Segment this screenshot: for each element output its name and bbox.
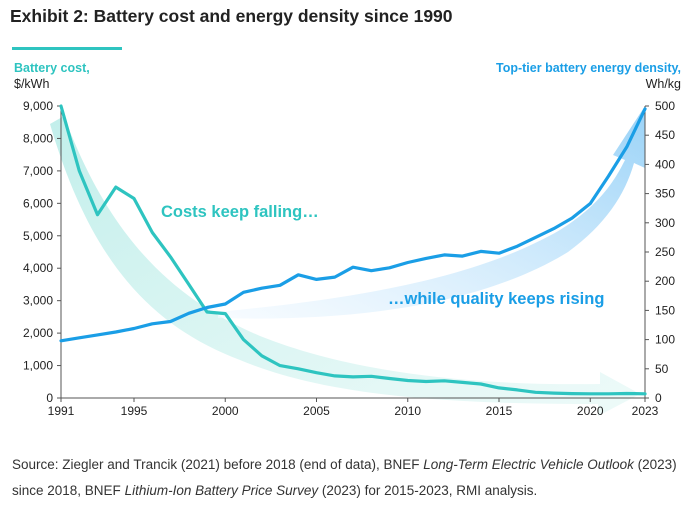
right-tick-label: 150 [655,303,675,317]
left-tick-label: 0 [46,391,53,405]
right-tick-label: 0 [655,391,662,405]
x-tick-label: 1991 [48,404,75,418]
right-tick-label: 300 [655,216,675,230]
annotation-quality-rising: …while quality keeps rising [388,290,604,308]
right-axis-title: Top-tier battery energy density, [496,61,681,75]
source-note: Source: Ziegler and Trancik (2021) befor… [12,452,688,504]
right-tick-label: 100 [655,333,675,347]
left-tick-label: 9,000 [23,99,53,113]
source-text-1: Source: Ziegler and Trancik (2021) befor… [12,457,424,472]
cost-trend-arrow [50,116,640,416]
left-axis-title: Battery cost, [14,61,90,75]
source-text-2: (2023) since 2018, BNEF [12,457,677,498]
chart-canvas: 0 1,000 2,000 3,000 4,000 5,000 6,000 7,000 8,00… [23,99,675,418]
left-tick-label: 6,000 [23,196,53,210]
source-text-3: (2023) for 2015-2023, RMI analysis. [318,483,538,498]
left-tick-label: 4,000 [23,261,53,275]
right-tick-label: 350 [655,187,675,201]
chart-title: Exhibit 2: Battery cost and energy densi… [10,6,453,26]
right-tick-label: 500 [655,99,675,113]
right-tick-label: 200 [655,274,675,288]
left-tick-label: 3,000 [23,294,53,308]
right-tick-label: 50 [655,362,669,376]
annotation-costs-falling: Costs keep falling… [161,203,319,221]
x-tick-label: 2020 [577,404,604,418]
right-tick-label: 400 [655,157,675,171]
right-axis-unit: Wh/kg [645,77,681,91]
right-tick-label: 250 [655,245,675,259]
left-tick-label: 5,000 [23,229,53,243]
x-tick-label: 2015 [486,404,513,418]
title-accent-bar [12,47,122,50]
source-italic-2: Lithium-Ion Battery Price Survey [124,483,319,498]
left-axis-unit: $/kWh [14,77,50,91]
left-tick-label: 8,000 [23,131,53,145]
x-tick-label: 2005 [303,404,330,418]
source-italic-1: Long-Term Electric Vehicle Outlook [423,457,634,472]
left-tick-label: 1,000 [23,359,53,373]
left-tick-label: 2,000 [23,326,53,340]
x-tick-label: 2023 [632,404,659,418]
left-tick-label: 7,000 [23,164,53,178]
x-tick-label: 2000 [212,404,239,418]
right-tick-label: 450 [655,128,675,142]
density-trend-arrow [218,106,645,319]
x-tick-label: 1995 [121,404,148,418]
x-tick-label: 2010 [394,404,421,418]
